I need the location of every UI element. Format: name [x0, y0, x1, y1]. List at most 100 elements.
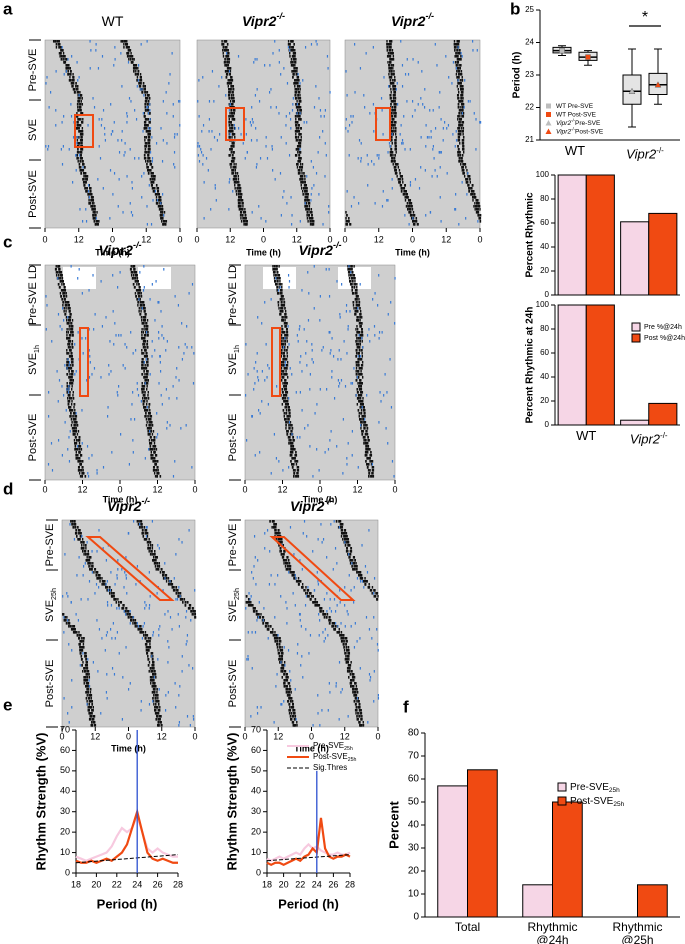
light-pulse [207, 169, 209, 172]
activity-bar [360, 313, 362, 316]
activity-bar [297, 97, 299, 100]
activity-bar [127, 46, 130, 49]
light-pulse [325, 268, 327, 271]
activity-bar [296, 70, 298, 73]
activity-bar [298, 79, 300, 82]
time-tick-label: 0 [177, 234, 182, 244]
activity-bar [456, 49, 458, 52]
activity-bar [148, 94, 150, 97]
activity-bar [71, 79, 74, 82]
light-pulse [213, 136, 216, 139]
activity-bar [72, 331, 74, 334]
activity-bar [461, 160, 464, 163]
activity-bar [363, 439, 365, 442]
activity-bar [133, 67, 135, 70]
activity-bar [354, 292, 357, 295]
activity-bar [84, 178, 86, 181]
activity-bar [222, 43, 225, 46]
light-pulse [284, 364, 286, 367]
activity-bar [236, 193, 238, 196]
activity-bar [234, 187, 236, 190]
light-pulse [274, 178, 276, 181]
activity-bar [459, 106, 461, 109]
activity-bar [286, 340, 288, 343]
activity-bar [298, 106, 300, 109]
activity-bar [149, 127, 151, 130]
activity-bar [466, 169, 468, 172]
activity-bar [349, 271, 351, 274]
activity-bar [281, 298, 283, 301]
light-pulse [143, 361, 145, 364]
light-pulse [87, 472, 89, 475]
activity-bar [141, 304, 143, 307]
time-tick-label: 12 [152, 484, 162, 494]
activity-bar [304, 190, 306, 193]
light-pulse [130, 331, 132, 334]
activity-bar [79, 103, 81, 106]
light-pulse [178, 100, 180, 103]
light-pulse [369, 112, 371, 115]
activity-bar [391, 100, 394, 103]
light-pulse [179, 100, 181, 103]
activity-bar [145, 136, 148, 139]
activity-bar [143, 307, 145, 310]
activity-bar [291, 58, 293, 61]
activity-bar [146, 421, 148, 424]
light-pulse [268, 367, 270, 370]
activity-bar [142, 532, 144, 535]
light-pulse [143, 172, 145, 175]
light-pulse [278, 49, 280, 52]
activity-bar [75, 430, 78, 433]
light-pulse [120, 433, 122, 436]
activity-bar [458, 157, 461, 160]
activity-bar [356, 295, 358, 298]
light-pulse [89, 40, 91, 43]
activity-bar [348, 220, 350, 223]
light-pulse [69, 361, 71, 364]
activity-bar [63, 292, 66, 295]
activity-bar [354, 277, 356, 280]
light-pulse [46, 76, 48, 79]
activity-bar [359, 394, 362, 397]
activity-bar [462, 85, 464, 88]
light-pulse [134, 109, 136, 112]
activity-bar [89, 202, 91, 205]
activity-bar [399, 178, 401, 181]
activity-bar [362, 397, 364, 400]
light-pulse [324, 142, 326, 145]
activity-bar [388, 76, 391, 79]
activity-bar [69, 406, 72, 409]
activity-bar [281, 292, 283, 295]
activity-bar [69, 76, 71, 79]
activity-bar [77, 109, 79, 112]
light-pulse [98, 529, 100, 532]
activity-bar [144, 316, 146, 319]
light-pulse [326, 388, 328, 391]
activity-bar [151, 424, 154, 427]
activity-bar [297, 85, 299, 88]
light-pulse [157, 331, 160, 334]
activity-bar [81, 97, 83, 100]
activity-bar [360, 427, 362, 430]
light-pulse [251, 415, 254, 418]
activity-bar [72, 394, 74, 397]
light-pulse [96, 469, 98, 472]
activity-bar [152, 460, 154, 463]
light-pulse [93, 367, 96, 370]
activity-bar [276, 280, 278, 283]
activity-bar [150, 163, 152, 166]
light-pulse [346, 457, 348, 460]
activity-bar [388, 70, 391, 73]
activity-bar [390, 43, 392, 46]
activity-bar [56, 271, 59, 274]
activity-bar [284, 313, 286, 316]
activity-bar [154, 460, 157, 463]
activity-bar [353, 283, 355, 286]
activity-bar [70, 382, 72, 385]
activity-bar [293, 58, 295, 61]
activity-bar [154, 475, 157, 478]
activity-bar [72, 76, 74, 79]
light-pulse [333, 397, 336, 400]
activity-bar [353, 292, 355, 295]
light-pulse [101, 325, 104, 328]
